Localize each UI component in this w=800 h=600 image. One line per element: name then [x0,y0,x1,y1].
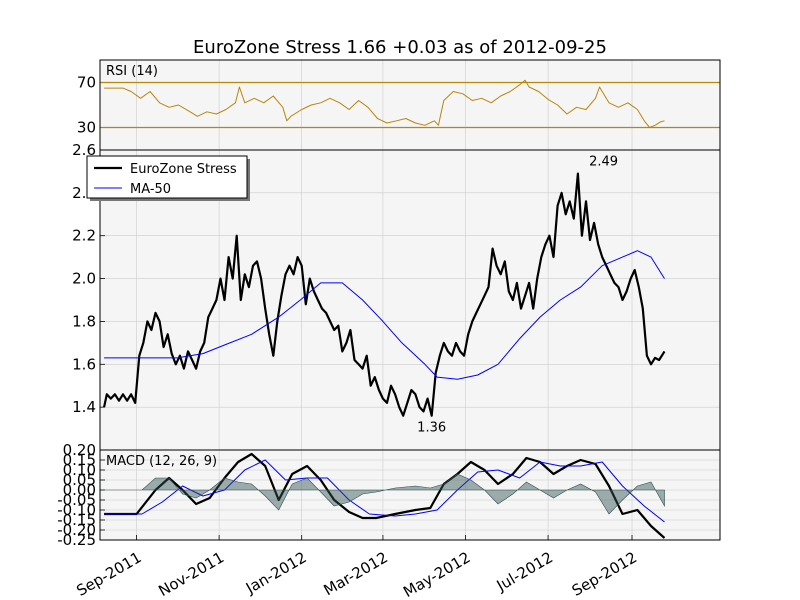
macd-ytick-label: -0.10 [57,501,96,519]
price-ytick-label: 2.6 [72,141,96,159]
macd-plot-area [100,450,720,540]
price-ytick-label: 1.4 [72,398,96,416]
eurozone-stress-series-line [103,172,666,417]
xtick-label: Mar-2012 [320,548,390,599]
rsi-ytick-label: 70 [77,74,96,92]
rsi-panel: 70 30 RSI (14) [77,59,721,151]
price-ytick-label: 1.6 [72,355,96,373]
xtick-label: Jan-2012 [242,548,310,597]
rsi-panel-label: RSI (14) [106,64,158,79]
price-ytick-label: 2.2 [72,227,96,245]
macd-ytick-label: -0.25 [57,531,96,549]
rsi-ytick-label: 30 [77,119,96,137]
ma-50-series-line [104,250,665,380]
macd-ytick-label: 0.20 [63,441,96,459]
xtick-label: Jul-2012 [493,548,556,595]
macd-panel-label: MACD (12, 26, 9) [106,454,217,469]
macd-ytick-label: 0.00 [63,481,96,499]
xtick-label: May-2012 [400,548,473,600]
macd-ytick-label: 0.05 [63,471,96,489]
macd-series-line [104,452,666,539]
macd-ytick-label: -0.15 [57,511,96,529]
price-ytick-label: 1.8 [72,312,96,330]
price-annotation-label: 1.36 [417,421,446,436]
macd-frame [99,449,721,541]
price-ytick-label: 2.0 [72,270,96,288]
signal-series-line [104,459,665,523]
legend-entry-label: MA-50 [130,182,171,197]
price-annotation-label: 2.49 [589,155,618,170]
legend-box [86,155,248,199]
rsi-plot-area [100,60,720,150]
macd-ytick-label: -0.20 [57,521,96,539]
macd-panel: 0.200.150.100.050.00-0.05-0.10-0.15-0.20… [57,441,721,549]
macd-ytick-label: -0.05 [57,491,96,509]
rsi-series-line [104,79,665,128]
xtick-label: Sep-2011 [73,548,144,600]
macd-ytick-label: 0.15 [63,451,96,469]
legend-entry-label: EuroZone Stress [130,162,237,177]
price-legend: EuroZone Stress MA-50 [86,155,250,201]
macd-histogram-area [104,473,665,515]
xtick-label: Sep-2012 [569,548,640,600]
macd-ytick-label: 0.10 [63,461,96,479]
xtick-label: Nov-2011 [155,548,227,600]
chart-title: EuroZone Stress 1.66 +0.03 as of 2012-09… [193,37,607,58]
